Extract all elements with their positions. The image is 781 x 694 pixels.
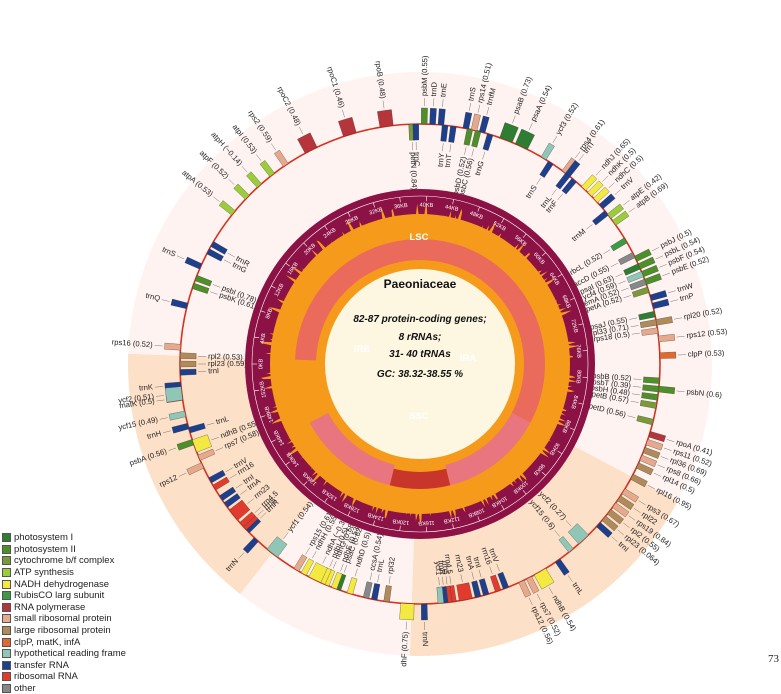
legend-label: photosystem I — [14, 532, 73, 543]
legend-item: hypothetical reading frame — [2, 648, 126, 660]
gene-block — [377, 110, 393, 128]
region-ira: IRA — [460, 353, 477, 364]
gene-block — [430, 108, 437, 124]
legend-label: small ribosomal protein — [14, 613, 112, 624]
gene-block — [421, 604, 427, 620]
trna-line: 31- 40 tRNAs — [389, 349, 451, 360]
legend-item: RNA polymerase — [2, 602, 126, 614]
legend-label: cytochrome b/f complex — [14, 555, 114, 566]
legend-label: RNA polymerase — [14, 602, 85, 613]
legend-item: photosystem I — [2, 532, 126, 544]
legend-swatch — [2, 684, 11, 693]
legend-swatch — [2, 533, 11, 542]
gene-label: trnE — [438, 83, 448, 98]
gene-block — [399, 603, 414, 620]
legend-label: transfer RNA — [14, 660, 69, 671]
gene-block — [643, 377, 659, 384]
legend-swatch — [2, 672, 11, 681]
gene-label: trnC — [412, 152, 421, 167]
gene-label: psbM (0.55) — [420, 55, 430, 96]
legend-label: NADH dehydrogenase — [14, 579, 109, 590]
legend-item: large ribosomal protein — [2, 625, 126, 637]
gc-line: GC: 38.32-38.55 % — [377, 369, 463, 380]
region-ssc: SSC — [409, 411, 429, 422]
species-title: Paeoniaceae — [384, 277, 457, 291]
legend-item: clpP, matK, infA — [2, 636, 126, 648]
legend-item: small ribosomal protein — [2, 613, 126, 625]
legend-item: photosystem II — [2, 544, 126, 556]
legend-swatch — [2, 580, 11, 589]
gene-label: trnD — [429, 81, 439, 96]
legend-swatch — [2, 556, 11, 565]
kb-tick-label: 80KB — [574, 370, 581, 384]
gene-label: trnT — [443, 153, 454, 168]
rrna-line: 8 rRNAs; — [399, 332, 442, 343]
center-disc — [325, 269, 515, 459]
legend-label: photosystem II — [14, 544, 76, 555]
legend-label: other — [14, 683, 36, 694]
gene-block — [413, 124, 419, 140]
legend-swatch — [2, 591, 11, 600]
legend-item: transfer RNA — [2, 660, 126, 672]
legend-label: large ribosomal protein — [14, 625, 111, 636]
kb-tick-label: 40KB — [419, 202, 433, 209]
region-lsc: LSC — [410, 232, 429, 243]
gene-block — [180, 353, 196, 359]
protein-genes-line: 82-87 protein-coding genes; — [353, 314, 486, 325]
legend-item: other — [2, 683, 126, 694]
gene-label: rpl2 (0.53) — [208, 352, 243, 362]
legend-swatch — [2, 614, 11, 623]
legend-swatch — [2, 638, 11, 647]
region-irb: IRB — [354, 344, 371, 355]
gene-block — [164, 343, 180, 350]
legend-swatch — [2, 626, 11, 635]
legend-label: clpP, matK, infA — [14, 637, 80, 648]
legend-item: cytochrome b/f complex — [2, 555, 126, 567]
gene-block — [180, 369, 196, 375]
legend-swatch — [2, 649, 11, 658]
legend-label: hypothetical reading frame — [14, 648, 126, 659]
gene-label: rps16 (0.52) — [112, 337, 154, 349]
legend-item: ATP synthesis — [2, 567, 126, 579]
kb-tick-label: 0KB — [258, 358, 264, 369]
legend-label: RubisCO larg subunit — [14, 590, 104, 601]
legend-swatch — [2, 568, 11, 577]
legend-swatch — [2, 603, 11, 612]
gene-label: ycf1 — [433, 561, 443, 576]
gene-block — [660, 352, 676, 359]
gene-label: ndhF (0.75) — [399, 631, 410, 667]
kb-tick-label: 116KB — [418, 519, 435, 526]
legend-item: ribosomal RNA — [2, 671, 126, 683]
page-number: 73 — [768, 653, 779, 665]
legend-item: RubisCO larg subunit — [2, 590, 126, 602]
gene-label: trnN — [421, 632, 430, 647]
legend-swatch — [2, 545, 11, 554]
gene-label: clpP (0.53) — [688, 348, 725, 358]
gene-block — [180, 361, 196, 367]
gene-block — [165, 387, 183, 403]
legend-item: NADH dehydrogenase — [2, 578, 126, 590]
legend-label: ATP synthesis — [14, 567, 74, 578]
gene-block — [421, 108, 427, 124]
kb-tick-label: 76KB — [574, 344, 581, 358]
legend-label: ribosomal RNA — [14, 671, 78, 682]
legend-swatch — [2, 661, 11, 670]
